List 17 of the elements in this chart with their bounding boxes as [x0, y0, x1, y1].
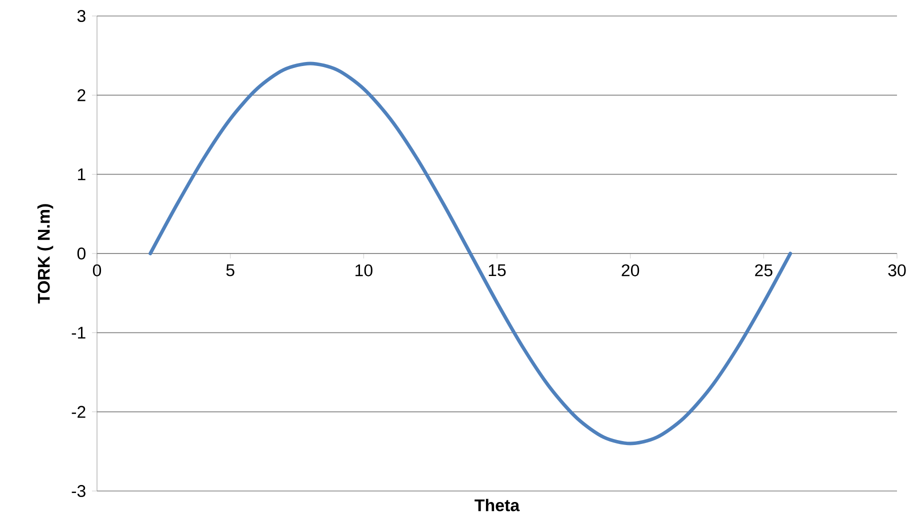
- y-tick-label: 2: [78, 89, 86, 102]
- y-tick-label: -2: [72, 406, 86, 418]
- y-axis-title: TORK ( N.m): [37, 204, 54, 304]
- y-tick-label: 3: [77, 10, 86, 22]
- x-tick-label: 10: [356, 264, 372, 276]
- line-series: [148, 62, 792, 446]
- y-tick-label: -3: [72, 485, 86, 497]
- x-tick-label: 5: [226, 264, 234, 276]
- x-axis-title: Theta: [474, 498, 520, 512]
- y-tick-label: 1: [78, 168, 86, 180]
- y-tick-label: 0: [77, 248, 86, 260]
- x-tick-label: 20: [622, 264, 640, 276]
- x-tick-label: 15: [488, 264, 506, 276]
- x-tick-label: 0: [92, 264, 102, 276]
- x-tick-label: 30: [888, 264, 906, 276]
- x-tick-label: 25: [755, 264, 772, 276]
- y-tick-label: -1: [72, 326, 86, 338]
